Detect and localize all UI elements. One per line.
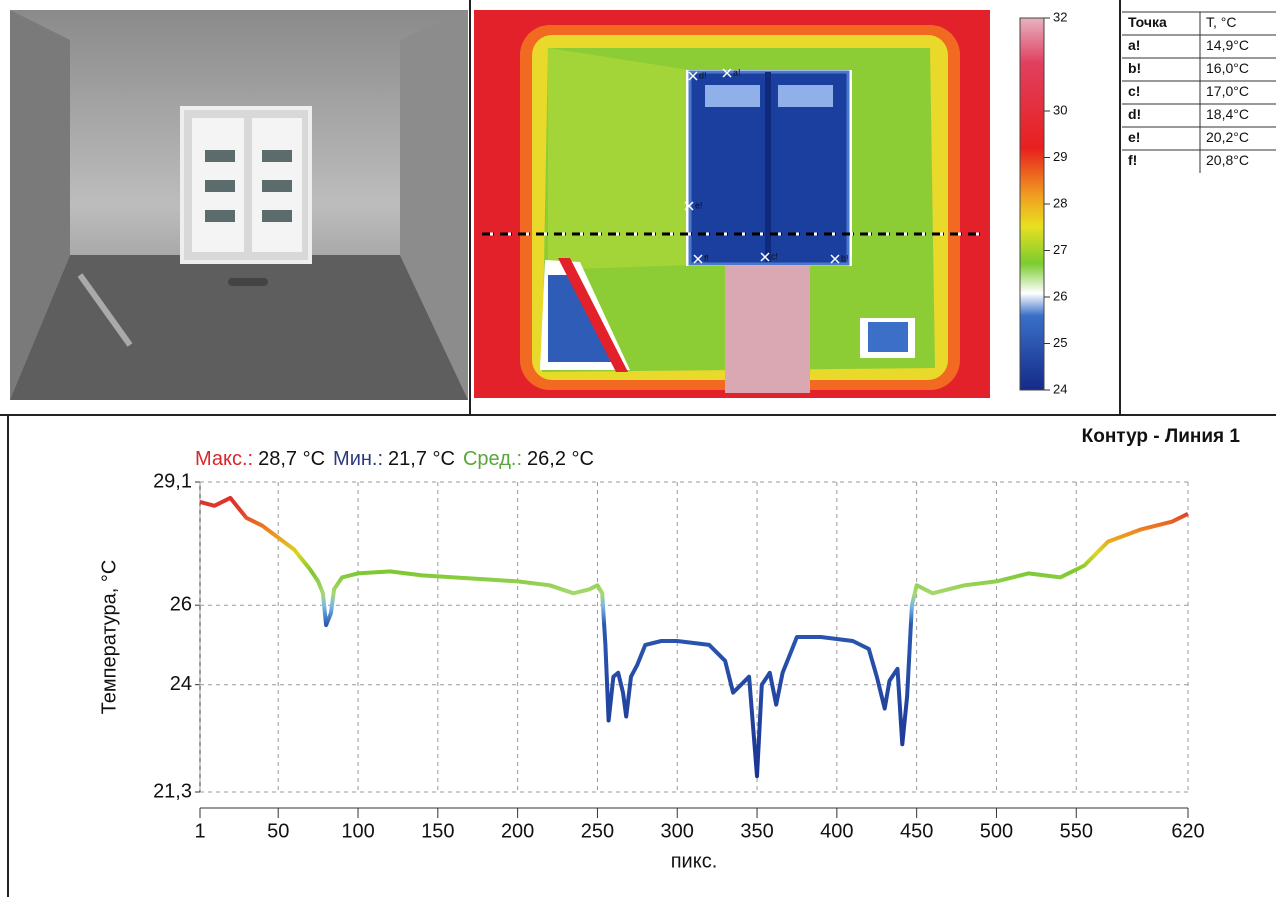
- table-header: Точка: [1128, 14, 1167, 30]
- marker-label: c!: [771, 251, 778, 261]
- y-tick-label: 29,1: [153, 470, 192, 492]
- stat-label: Макс.:: [195, 448, 253, 470]
- table-cell: f!: [1128, 152, 1137, 168]
- colorbar: [1019, 17, 1045, 391]
- colorbar-tick-label: 25: [1053, 335, 1067, 350]
- x-axis-label: пикс.: [671, 850, 718, 872]
- x-tick-label: 550: [1060, 820, 1093, 842]
- marker-label: f!: [704, 253, 709, 263]
- point-table: Точка T, °C a! 14,9°C b! 16,0°C c! 17,0°C d! 18,4…: [1122, 11, 1276, 173]
- table-cell: 18,4°C: [1206, 106, 1249, 122]
- colorbar-tick-label: 29: [1053, 149, 1067, 164]
- marker-label: b!: [841, 253, 849, 263]
- marker-label: d!: [699, 70, 707, 80]
- x-tick-label: 150: [421, 820, 454, 842]
- x-tick-label: 100: [341, 820, 374, 842]
- table-cell: e!: [1128, 129, 1140, 145]
- marker-cross: [760, 252, 770, 262]
- marker-cross: [830, 254, 840, 264]
- x-tick-label: 620: [1171, 820, 1204, 842]
- temperature-line: [199, 495, 1189, 779]
- y-axis-label: Температура, °C: [98, 560, 120, 715]
- stat-label: Сред.:: [463, 448, 522, 470]
- table-cell: 14,9°C: [1206, 37, 1249, 53]
- x-tick-label: 200: [501, 820, 534, 842]
- x-tick-label: 350: [740, 820, 773, 842]
- table-cell: a!: [1128, 37, 1140, 53]
- y-tick-label: 21,3: [153, 780, 192, 802]
- stat-label: Мин.:: [333, 448, 383, 470]
- stat-value: 21,7 °C: [388, 448, 455, 470]
- x-tick-label: 500: [980, 820, 1013, 842]
- table-cell: 17,0°C: [1206, 83, 1249, 99]
- stat-value: 26,2 °C: [527, 448, 594, 470]
- chart-title: Контур - Линия 1: [1082, 426, 1241, 447]
- colorbar-tick-label: 24: [1053, 381, 1067, 396]
- table-cell: 16,0°C: [1206, 60, 1249, 76]
- colorbar-tick-label: 30: [1053, 102, 1067, 117]
- x-tick-label: 50: [267, 820, 289, 842]
- table-cell: 20,8°C: [1206, 152, 1249, 168]
- colorbar-tick-label: 26: [1053, 288, 1067, 303]
- x-tick-label: 450: [900, 820, 933, 842]
- marker-cross: [722, 68, 732, 78]
- marker-label: e!: [695, 200, 703, 210]
- colorbar-ticks: 32 30 29 28 27 26 25 24: [1044, 9, 1067, 396]
- table-cell: d!: [1128, 106, 1141, 122]
- colorbar-tick-label: 28: [1053, 195, 1067, 210]
- y-tick-label: 24: [170, 673, 192, 695]
- stat-value: 28,7 °C: [258, 448, 325, 470]
- x-tick-label: 250: [581, 820, 614, 842]
- thermal-image: [474, 10, 990, 398]
- room-photo: [10, 10, 468, 400]
- y-tick-label: 26: [170, 593, 192, 615]
- thermal-markers: a! b! c! d! e! f!: [684, 67, 849, 264]
- stats-line: Макс.: 28,7 °C Мин.: 21,7 °C Сред.: 26,2 °C: [195, 448, 594, 470]
- x-tick-label: 300: [661, 820, 694, 842]
- table-cell: b!: [1128, 60, 1141, 76]
- table-header: T, °C: [1206, 14, 1237, 30]
- colorbar-tick-label: 32: [1053, 9, 1067, 24]
- colorbar-tick-label: 27: [1053, 242, 1067, 257]
- x-tick-label: 400: [820, 820, 853, 842]
- table-cell: c!: [1128, 83, 1140, 99]
- marker-label: a!: [733, 67, 741, 77]
- table-cell: 20,2°C: [1206, 129, 1249, 145]
- marker-cross: [688, 71, 698, 81]
- marker-cross: [693, 254, 703, 264]
- x-tick-label: 1: [194, 820, 205, 842]
- marker-cross: [684, 201, 694, 211]
